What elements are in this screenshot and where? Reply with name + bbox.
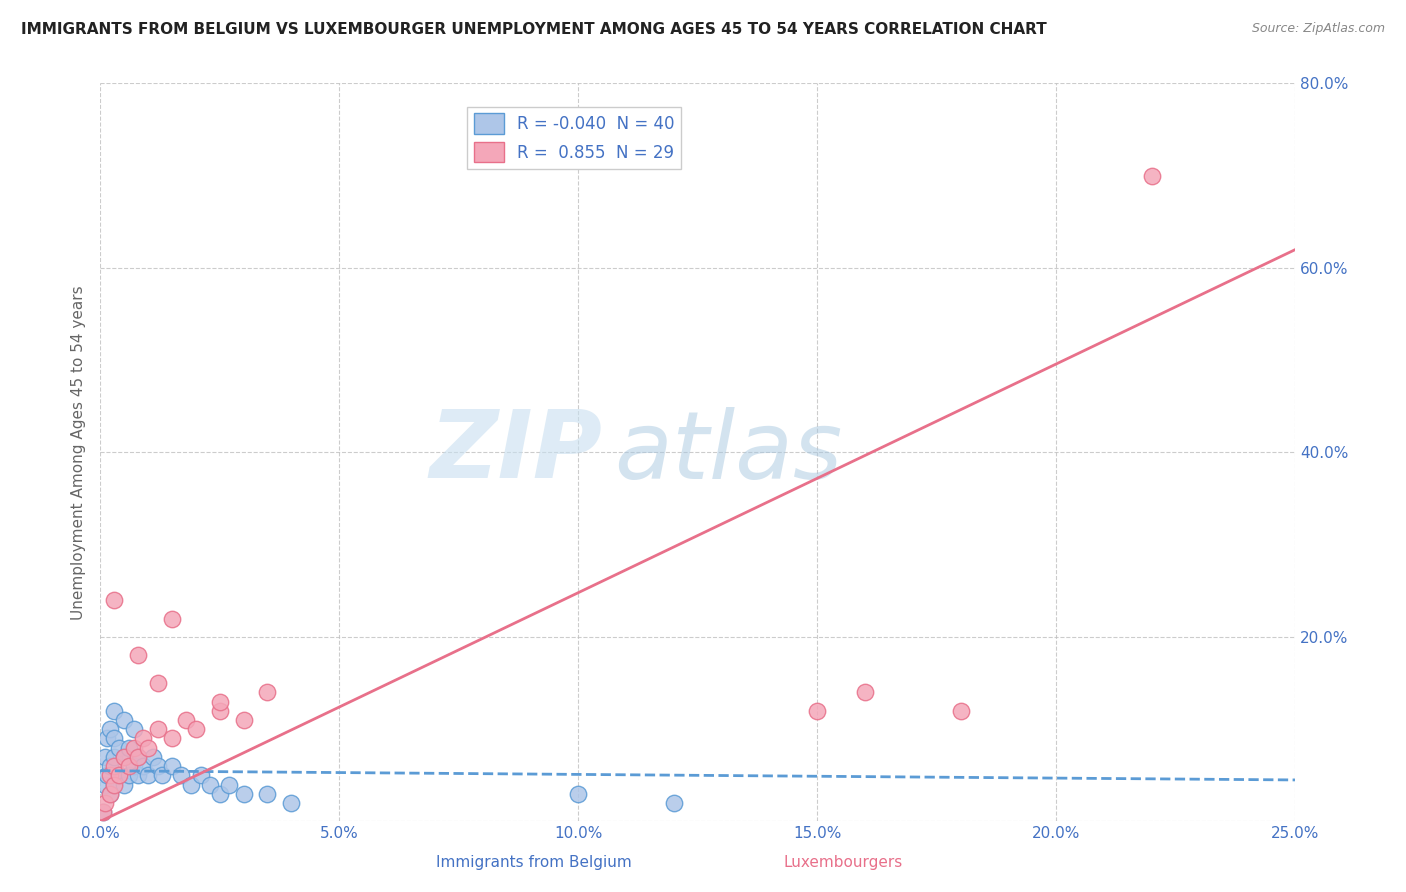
Point <box>170 768 193 782</box>
Point <box>108 768 131 782</box>
Point <box>112 713 135 727</box>
Point <box>853 685 876 699</box>
Point <box>122 740 145 755</box>
Point <box>1140 169 1163 183</box>
Point <box>103 778 125 792</box>
Legend: R = -0.040  N = 40, R =  0.855  N = 29: R = -0.040 N = 40, R = 0.855 N = 29 <box>467 106 682 169</box>
Point <box>256 685 278 699</box>
Point <box>127 750 149 764</box>
Point <box>127 648 149 663</box>
Text: Luxembourgers: Luxembourgers <box>785 855 903 870</box>
Point <box>136 740 159 755</box>
Text: ZIP: ZIP <box>429 407 602 499</box>
Point <box>98 787 121 801</box>
Point <box>127 768 149 782</box>
Point <box>150 768 173 782</box>
Point <box>180 778 202 792</box>
Point <box>108 768 131 782</box>
Point <box>208 694 231 708</box>
Point <box>184 722 207 736</box>
Point <box>208 787 231 801</box>
Point <box>136 768 159 782</box>
Point <box>208 704 231 718</box>
Point <box>118 759 141 773</box>
Point <box>98 787 121 801</box>
Text: Source: ZipAtlas.com: Source: ZipAtlas.com <box>1251 22 1385 36</box>
Point <box>132 731 155 746</box>
Text: Immigrants from Belgium: Immigrants from Belgium <box>436 855 633 870</box>
Point <box>94 778 117 792</box>
Point <box>96 731 118 746</box>
Point <box>108 740 131 755</box>
Point <box>218 778 240 792</box>
Point <box>118 740 141 755</box>
Point <box>190 768 212 782</box>
Point <box>122 759 145 773</box>
Point <box>122 722 145 736</box>
Point <box>232 787 254 801</box>
Point <box>146 676 169 690</box>
Point <box>160 731 183 746</box>
Point <box>146 759 169 773</box>
Point <box>98 759 121 773</box>
Point <box>127 750 149 764</box>
Point <box>232 713 254 727</box>
Point <box>160 759 183 773</box>
Point <box>103 750 125 764</box>
Point <box>146 722 169 736</box>
Point <box>103 759 125 773</box>
Point <box>91 805 114 820</box>
Point <box>103 593 125 607</box>
Point <box>103 704 125 718</box>
Point <box>112 750 135 764</box>
Point <box>806 704 828 718</box>
Y-axis label: Unemployment Among Ages 45 to 54 years: Unemployment Among Ages 45 to 54 years <box>72 285 86 620</box>
Point <box>132 759 155 773</box>
Point <box>118 768 141 782</box>
Point <box>94 796 117 810</box>
Point <box>142 750 165 764</box>
Text: IMMIGRANTS FROM BELGIUM VS LUXEMBOURGER UNEMPLOYMENT AMONG AGES 45 TO 54 YEARS C: IMMIGRANTS FROM BELGIUM VS LUXEMBOURGER … <box>21 22 1047 37</box>
Point <box>96 768 118 782</box>
Point <box>256 787 278 801</box>
Point <box>662 796 685 810</box>
Point <box>280 796 302 810</box>
Point <box>91 805 114 820</box>
Point <box>98 722 121 736</box>
Point <box>949 704 972 718</box>
Text: atlas: atlas <box>614 407 842 498</box>
Point <box>103 731 125 746</box>
Point <box>98 768 121 782</box>
Point <box>112 778 135 792</box>
Point <box>103 778 125 792</box>
Point <box>198 778 221 792</box>
Point <box>174 713 197 727</box>
Point <box>160 611 183 625</box>
Point <box>567 787 589 801</box>
Point <box>112 750 135 764</box>
Point <box>94 750 117 764</box>
